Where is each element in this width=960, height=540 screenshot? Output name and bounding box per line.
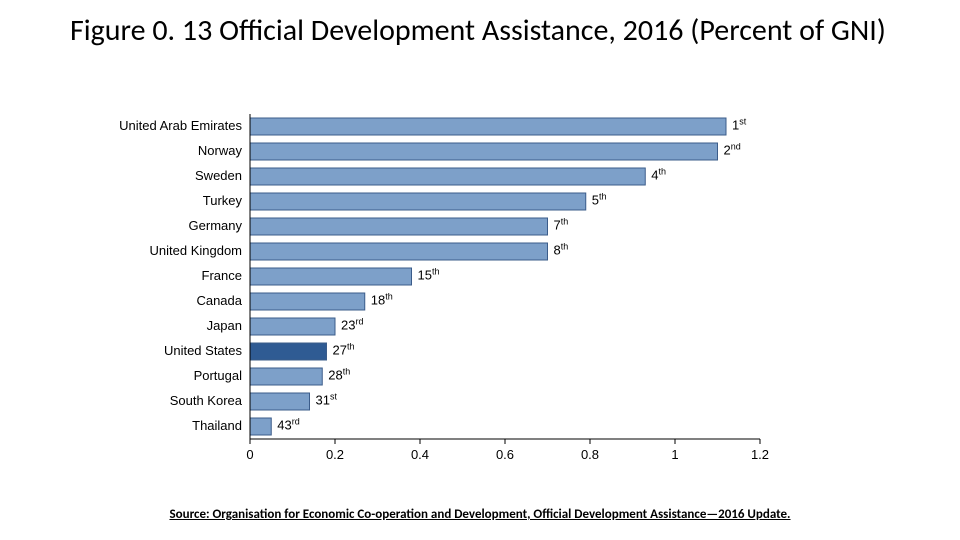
- x-tick-label: 0.6: [496, 447, 514, 462]
- rank-label: 18th: [371, 292, 393, 308]
- x-tick-label: 1.2: [751, 447, 769, 462]
- country-label: South Korea: [170, 393, 243, 408]
- country-label: France: [202, 268, 242, 283]
- rank-label: 7th: [554, 217, 569, 233]
- bar: [250, 293, 365, 310]
- country-label: Germany: [189, 218, 243, 233]
- rank-label: 1st: [732, 117, 747, 133]
- x-tick-label: 0: [246, 447, 253, 462]
- country-label: United Kingdom: [150, 243, 243, 258]
- bar: [250, 368, 322, 385]
- rank-label: 8th: [554, 242, 569, 258]
- rank-label: 27th: [333, 342, 355, 358]
- page-title: Figure 0. 13 Official Development Assist…: [70, 12, 890, 50]
- rank-label: 31st: [316, 392, 338, 408]
- country-label: Portugal: [194, 368, 243, 383]
- bar: [250, 168, 645, 185]
- bar: [250, 393, 310, 410]
- oda-bar-chart: United Arab Emirates 1st Norway 2nd Sweden 4t…: [110, 110, 850, 475]
- rank-label: 2nd: [724, 142, 741, 158]
- x-tick-label: 0.4: [411, 447, 429, 462]
- bar: [250, 143, 718, 160]
- x-tick-label: 0.8: [581, 447, 599, 462]
- country-label: Canada: [196, 293, 242, 308]
- rank-label: 15th: [418, 267, 440, 283]
- bar: [250, 343, 327, 360]
- bar: [250, 118, 726, 135]
- bar: [250, 418, 271, 435]
- chart-svg: United Arab Emirates 1st Norway 2nd Sweden 4t…: [110, 110, 850, 475]
- rank-label: 43rd: [277, 417, 299, 433]
- country-label: United Arab Emirates: [119, 118, 242, 133]
- source-citation: Source: Organisation for Economic Co-ope…: [0, 507, 960, 522]
- country-label: Japan: [207, 318, 242, 333]
- rank-label: 4th: [651, 167, 666, 183]
- bar: [250, 318, 335, 335]
- country-label: Sweden: [195, 168, 242, 183]
- bar: [250, 193, 586, 210]
- country-label: Thailand: [192, 418, 242, 433]
- rank-label: 5th: [592, 192, 607, 208]
- x-tick-label: 1: [671, 447, 678, 462]
- x-tick-label: 0.2: [326, 447, 344, 462]
- bar: [250, 268, 412, 285]
- country-label: United States: [164, 343, 243, 358]
- rank-label: 23rd: [341, 317, 363, 333]
- rank-label: 28th: [328, 367, 350, 383]
- country-label: Turkey: [203, 193, 243, 208]
- bar: [250, 218, 548, 235]
- bar: [250, 243, 548, 260]
- country-label: Norway: [198, 143, 243, 158]
